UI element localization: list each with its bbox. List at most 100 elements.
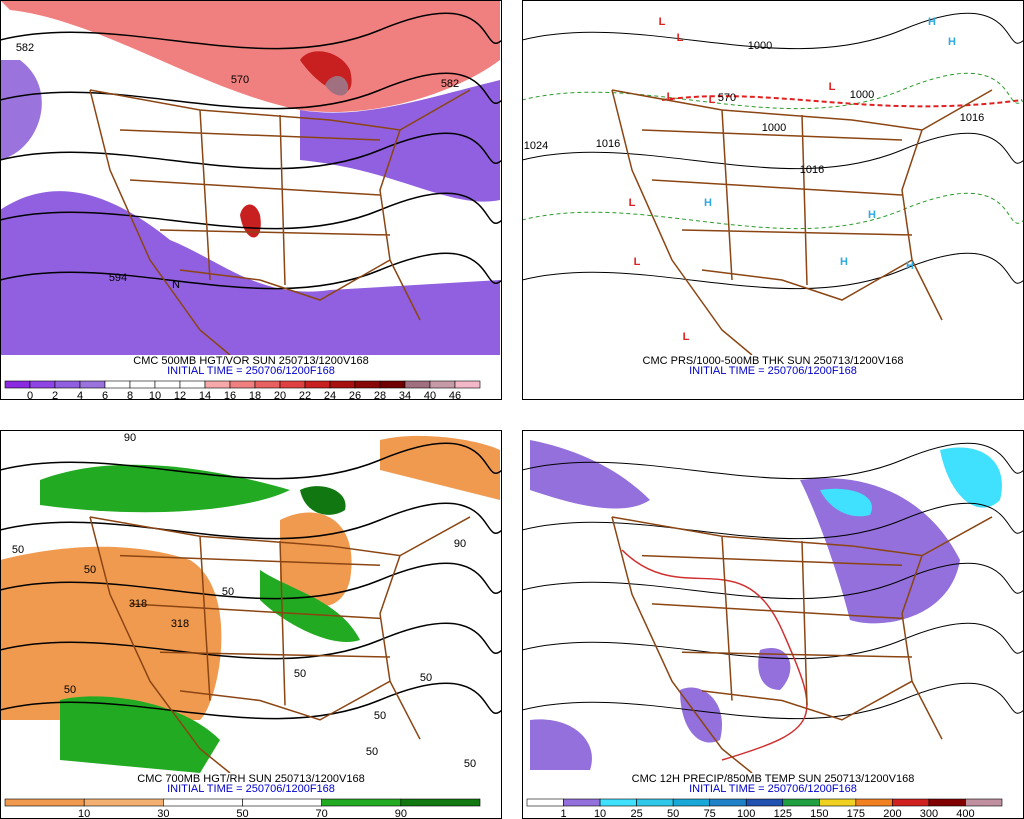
colorbar-label: 16: [224, 390, 236, 402]
colorbar-label: 10: [594, 808, 606, 819]
map-label: 594: [109, 272, 127, 284]
field-shade: [680, 687, 722, 743]
map-label: 570: [718, 92, 736, 104]
colorbar-swatch: [379, 380, 406, 389]
colorbar-swatch: [279, 380, 306, 389]
colorbar-swatch: [304, 380, 331, 389]
contour-line: [0, 442, 502, 480]
field-shade: [800, 478, 960, 624]
colorbar-swatch: [29, 380, 56, 389]
map-label: 50: [84, 564, 96, 576]
contour-line: [0, 252, 502, 290]
map-label: H: [928, 16, 936, 28]
map-label: L: [709, 94, 716, 106]
coastline: [89, 89, 471, 355]
colorbar-swatch: [965, 798, 1003, 807]
colorbar-label: 90: [395, 808, 407, 819]
field-shade: [380, 435, 500, 500]
panel: 582 570 582 594 N CMC 500MB HGT/VOR SUN 25071…: [0, 0, 502, 402]
colorbar-label: 28: [374, 390, 386, 402]
colorbar-swatch: [782, 798, 820, 807]
field-shade: [530, 440, 650, 509]
colorbar-label: 12: [174, 390, 186, 402]
contour-line: [0, 132, 502, 170]
map-label: H: [906, 260, 914, 272]
colorbar-label: 200: [883, 808, 901, 819]
initial-time: INITIAL TIME = 250706/1200F168: [689, 783, 857, 795]
colorbar-swatch: [242, 798, 322, 807]
colorbar-swatch: [229, 380, 256, 389]
colorbar-swatch: [129, 380, 156, 389]
colorbar-swatch: [404, 380, 431, 389]
map-label: L: [629, 197, 636, 209]
colorbar-label: 150: [810, 808, 828, 819]
colorbar-swatch: [83, 798, 164, 807]
coastline: [611, 516, 993, 773]
colorbar-swatch: [254, 380, 281, 389]
colorbar-label: 30: [157, 808, 169, 819]
colorbar-label: 1: [560, 808, 566, 819]
colorbar-label: 75: [704, 808, 716, 819]
colorbar-label: 10: [149, 390, 161, 402]
field-shade: [0, 546, 222, 720]
contour-line: [522, 12, 1024, 50]
field-shade: [280, 512, 352, 607]
contour-line: [522, 562, 1024, 600]
map-area: [0, 0, 502, 355]
field-shade: [0, 60, 42, 160]
map-label: 1016: [960, 112, 984, 124]
colorbar-swatch: [204, 380, 231, 389]
map-label: 1000: [748, 40, 772, 52]
temp-line: [621, 549, 808, 761]
field-shade: [0, 191, 500, 355]
panel-title: CMC 12H PRECIP/850MB TEMP SUN 250713/120…: [632, 773, 915, 785]
panel-title: CMC 500MB HGT/VOR SUN 250713/1200V168: [133, 355, 368, 367]
coastline: [611, 89, 993, 355]
contour-line: [522, 622, 1024, 660]
colorbar-label: 25: [630, 808, 642, 819]
colorbar-swatch: [429, 380, 456, 389]
map-area: [522, 430, 1024, 773]
colorbar-label: 400: [956, 808, 974, 819]
contour-line: [0, 682, 502, 720]
field-shade: [300, 80, 500, 202]
map-label: H: [704, 197, 712, 209]
field-shade: [530, 719, 592, 770]
map-label: L: [634, 256, 641, 268]
field-shade: [240, 204, 261, 238]
map-label: 570: [231, 74, 249, 86]
contour-line: [522, 442, 1024, 480]
colorbar-swatch: [321, 798, 402, 807]
colorbar-swatch: [599, 798, 637, 807]
field-shade: [60, 696, 220, 773]
colorbar-swatch: [672, 798, 710, 807]
contour-line: [522, 192, 1024, 230]
map-label: 1000: [762, 122, 786, 134]
colorbar-label: 34: [399, 390, 411, 402]
map-label: 50: [420, 672, 432, 684]
colorbar-swatch: [79, 380, 106, 389]
colorbar-label: 18: [249, 390, 261, 402]
contour-line: [522, 682, 1024, 720]
contour-line: [522, 132, 1024, 170]
map-label: 90: [454, 538, 466, 550]
colorbar-label: 125: [774, 808, 792, 819]
panel-border: [0, 0, 502, 400]
colorbar-label: 300: [920, 808, 938, 819]
colorbar-label: 50: [667, 808, 679, 819]
map-label: 90: [124, 432, 136, 444]
colorbar-label: 70: [316, 808, 328, 819]
contour-line: [0, 72, 502, 110]
colorbar-label: 40: [424, 390, 436, 402]
colorbar-label: 22: [299, 390, 311, 402]
field-shade: [0, 0, 500, 112]
colorbar-swatch: [709, 798, 747, 807]
map-background: [522, 0, 1024, 355]
initial-time: INITIAL TIME = 250706/1200F168: [167, 783, 335, 795]
contour-line: [0, 192, 502, 230]
colorbar-label: 175: [847, 808, 865, 819]
contour-line: [0, 622, 502, 660]
colorbar-swatch: [636, 798, 674, 807]
panel: 50 50 50 50 50 50 318 318 90 90 50 50 50 CMC 700MB HG…: [0, 430, 502, 819]
